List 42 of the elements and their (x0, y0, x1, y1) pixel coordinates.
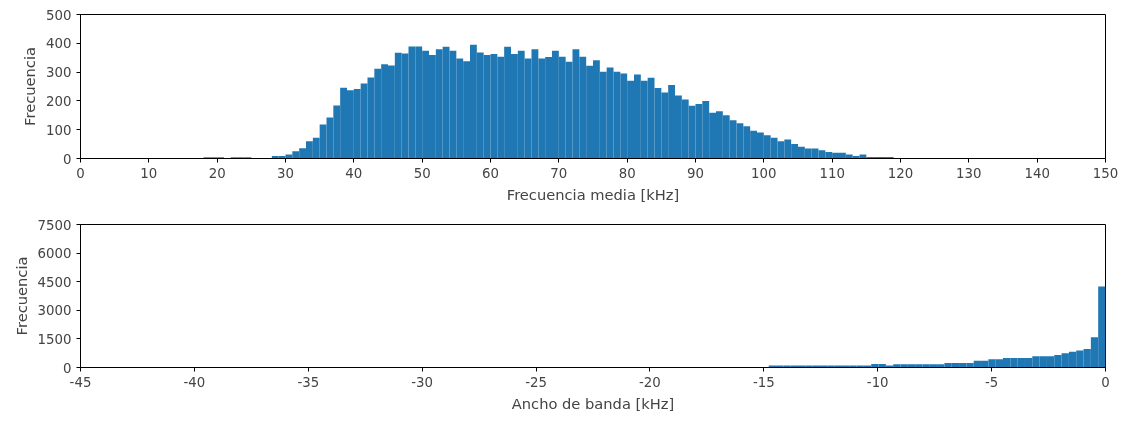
y-tick-label: 500 (46, 7, 72, 23)
x-tick-label: 30 (277, 165, 294, 181)
x-tick-label: 10 (140, 165, 158, 181)
x-tick-label: -15 (752, 374, 775, 390)
x-tick-label: 0 (76, 165, 85, 181)
x-tick-label: 70 (550, 165, 568, 181)
x-tick-label: 20 (208, 165, 226, 181)
y-tick-label: 0 (63, 151, 72, 167)
y-tick-label: 0 (63, 360, 72, 376)
x-tick-label: 0 (1101, 374, 1110, 390)
y-tick-label: 7500 (37, 217, 72, 233)
y-tick-label: 200 (46, 93, 72, 109)
x-tick-label: 50 (413, 165, 431, 181)
x-tick-label: -30 (411, 374, 434, 390)
x-tick-label: 120 (887, 165, 914, 181)
x-tick-label: 80 (618, 165, 636, 181)
y-tick-label: 100 (46, 122, 72, 138)
x-tick-label: 90 (687, 165, 704, 181)
x-tick-label: 150 (1092, 165, 1119, 181)
x-tick-label: 100 (751, 165, 777, 181)
x-tick-label: -10 (866, 374, 889, 390)
x-tick-label: -25 (525, 374, 547, 390)
y-tick-label: 4500 (37, 274, 72, 290)
y-tick-label: 3000 (37, 303, 72, 319)
x-axis-title: Ancho de banda [kHz] (511, 394, 675, 412)
y-axis-title: Frecuencia (12, 256, 30, 336)
x-tick-label: -20 (639, 374, 661, 390)
x-tick-label: -35 (297, 374, 320, 390)
y-tick-label: 400 (46, 36, 72, 52)
x-tick-label: 110 (819, 165, 845, 181)
x-tick-label: -45 (69, 374, 92, 390)
y-tick-label: 300 (46, 65, 72, 81)
x-axis-title: Frecuencia media [kHz] (506, 185, 680, 203)
x-tick-label: 60 (482, 165, 499, 181)
x-tick-label: 140 (1024, 165, 1050, 181)
y-tick-label: 6000 (37, 246, 72, 262)
y-axis-title: Frecuencia (21, 47, 39, 126)
x-tick-label: -40 (183, 374, 206, 390)
x-tick-label: 130 (956, 165, 982, 181)
x-tick-label: 40 (345, 165, 363, 181)
x-tick-label: -5 (984, 374, 999, 390)
y-tick-label: 1500 (37, 331, 72, 347)
